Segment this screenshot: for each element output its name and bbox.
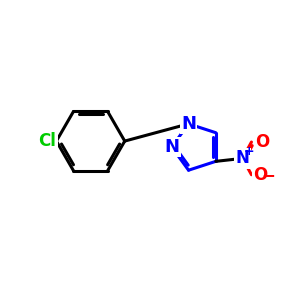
- Text: N: N: [236, 149, 250, 167]
- Text: N: N: [164, 138, 179, 156]
- Text: Cl: Cl: [38, 132, 56, 150]
- Text: N: N: [181, 115, 196, 133]
- Text: +: +: [244, 145, 254, 158]
- Text: O: O: [253, 166, 267, 184]
- Text: −: −: [261, 166, 275, 184]
- Text: O: O: [255, 133, 269, 151]
